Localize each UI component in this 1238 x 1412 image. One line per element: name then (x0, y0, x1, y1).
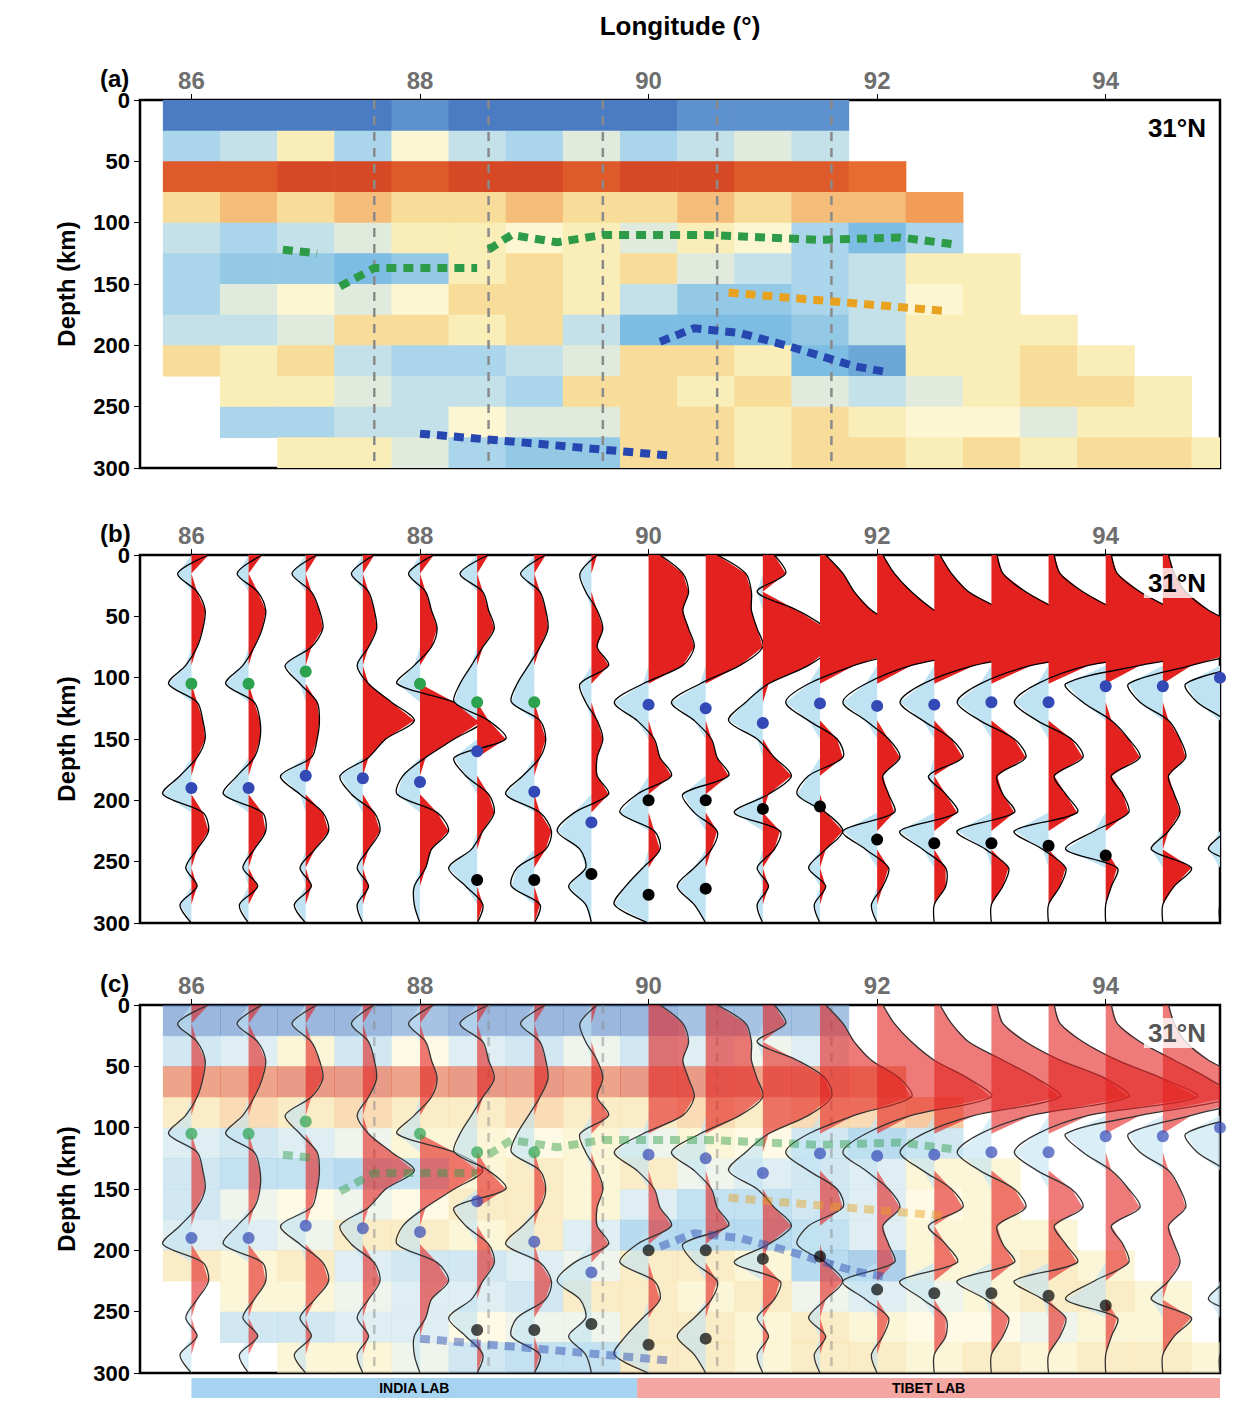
svg-text:Depth (km): Depth (km) (53, 221, 80, 346)
svg-text:88: 88 (407, 972, 434, 999)
svg-text:300: 300 (93, 911, 130, 936)
svg-text:200: 200 (93, 1238, 130, 1263)
svg-text:TIBET LAB: TIBET LAB (892, 1380, 965, 1396)
svg-text:300: 300 (93, 1361, 130, 1386)
svg-text:50: 50 (106, 1054, 130, 1079)
svg-text:90: 90 (635, 522, 662, 549)
svg-text:Depth (km): Depth (km) (53, 676, 80, 801)
svg-text:100: 100 (93, 1115, 130, 1140)
svg-text:200: 200 (93, 788, 130, 813)
svg-text:(b): (b) (100, 520, 131, 547)
svg-text:94: 94 (1092, 522, 1119, 549)
svg-text:Depth (km): Depth (km) (53, 1126, 80, 1251)
svg-text:31°N: 31°N (1148, 1018, 1206, 1048)
svg-text:250: 250 (93, 1299, 130, 1324)
svg-text:92: 92 (864, 522, 891, 549)
svg-text:90: 90 (635, 972, 662, 999)
svg-text:150: 150 (93, 727, 130, 752)
svg-text:50: 50 (106, 604, 130, 629)
svg-text:250: 250 (93, 394, 130, 419)
svg-text:31°N: 31°N (1148, 568, 1206, 598)
svg-text:86: 86 (178, 972, 205, 999)
svg-text:250: 250 (93, 849, 130, 874)
svg-text:31°N: 31°N (1148, 113, 1206, 143)
svg-text:(c): (c) (100, 970, 129, 997)
svg-text:88: 88 (407, 522, 434, 549)
svg-text:Longitude (°): Longitude (°) (600, 11, 761, 41)
svg-text:50: 50 (106, 149, 130, 174)
svg-text:0: 0 (117, 542, 130, 568)
svg-text:0: 0 (117, 87, 130, 113)
svg-text:90: 90 (635, 67, 662, 94)
svg-text:300: 300 (93, 456, 130, 481)
svg-text:0: 0 (117, 992, 130, 1018)
svg-text:88: 88 (407, 67, 434, 94)
svg-text:200: 200 (93, 333, 130, 358)
svg-text:(a): (a) (100, 65, 129, 92)
svg-text:86: 86 (178, 67, 205, 94)
svg-text:150: 150 (93, 272, 130, 297)
svg-text:94: 94 (1092, 67, 1119, 94)
svg-text:92: 92 (864, 67, 891, 94)
svg-text:150: 150 (93, 1177, 130, 1202)
svg-text:94: 94 (1092, 972, 1119, 999)
svg-text:INDIA LAB: INDIA LAB (379, 1380, 449, 1396)
svg-text:86: 86 (178, 522, 205, 549)
svg-text:100: 100 (93, 665, 130, 690)
svg-text:100: 100 (93, 210, 130, 235)
svg-text:92: 92 (864, 972, 891, 999)
